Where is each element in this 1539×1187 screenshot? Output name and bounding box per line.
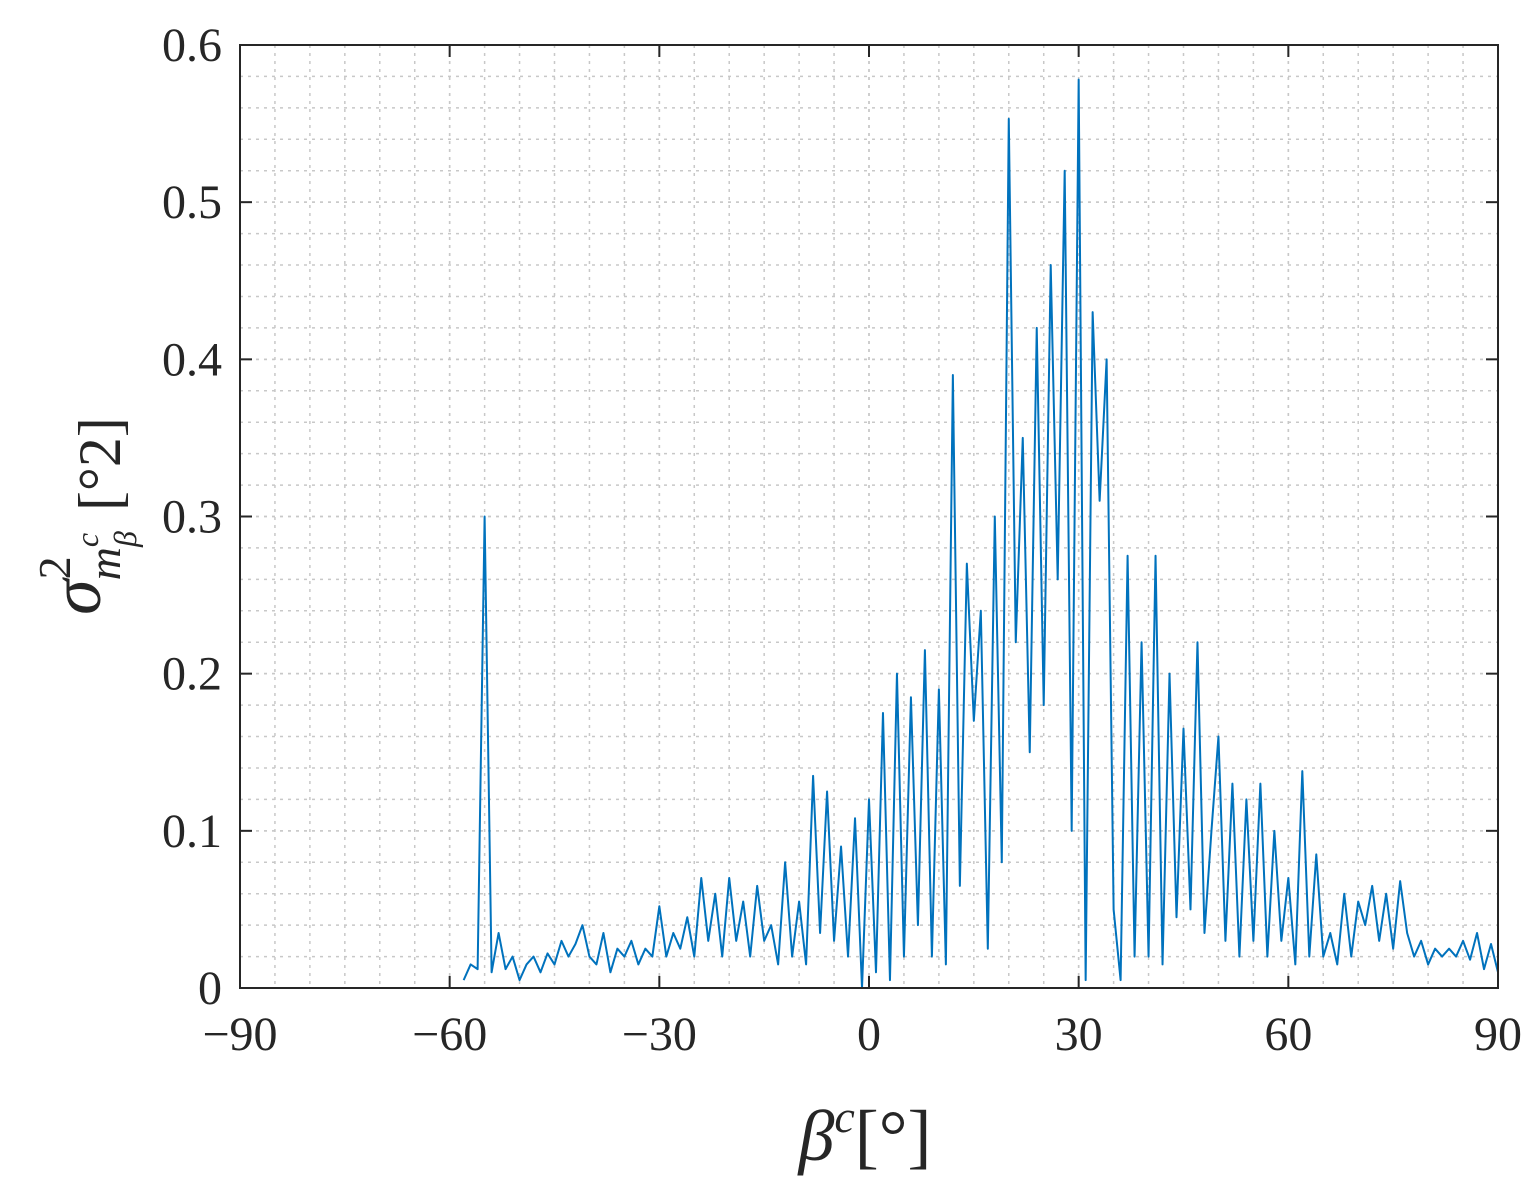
y-tick-label: 0.4 [162,333,222,386]
x-axis-label: βc[°] [796,1091,931,1176]
x-label-sup: c [834,1091,854,1142]
y-label-sup: 2 [29,556,80,579]
y-label-sub: m [79,547,130,580]
y-label-subsup: c [69,533,105,547]
x-tick-label: 90 [1474,1008,1522,1061]
y-axis-label: σ2mcβ [°2] [29,417,143,615]
y-tick-label: 0.3 [162,491,222,544]
data-line [462,78,1499,989]
y-label-unit: [°2] [67,417,133,511]
x-tick-label: 60 [1264,1008,1312,1061]
y-tick-label: 0.2 [162,648,222,701]
x-tick-label: −60 [412,1008,487,1061]
plot-frame [239,44,1499,989]
y-tick-label: 0.5 [162,176,222,229]
x-tick-label: 30 [1055,1008,1103,1061]
x-tick-label: 0 [857,1008,881,1061]
x-label-base: β [796,1096,834,1176]
y-label-subsub: β [107,531,143,548]
x-tick-label: −90 [202,1008,277,1061]
y-label-base: σ [36,577,116,615]
y-tick-label: 0.1 [162,805,222,858]
y-tick-label: 0 [198,962,222,1015]
y-tick-label: 0.6 [162,19,222,72]
x-tick-label: −30 [622,1008,697,1061]
x-label-unit: [°] [855,1096,932,1176]
